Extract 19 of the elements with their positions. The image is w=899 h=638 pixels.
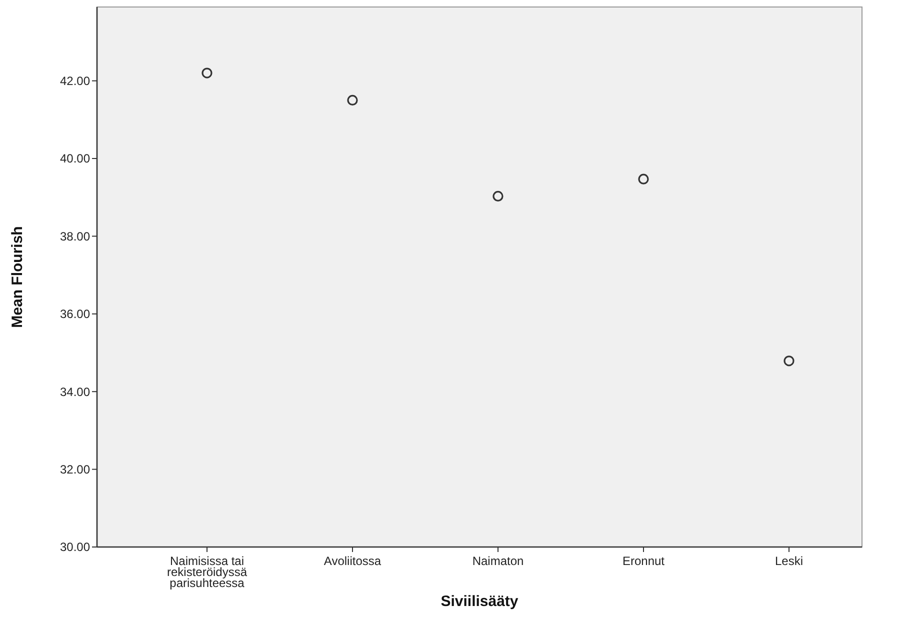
- y-tick-label: 34.00: [60, 384, 90, 399]
- y-tick-label: 40.00: [60, 152, 90, 166]
- point: [638, 174, 649, 184]
- x-tick-label: Avoliitossa: [324, 554, 382, 568]
- x-tick-label: Naimisissa tai rekisteröidyssä parisuhteessa: [166, 554, 248, 590]
- y-axis-title: Mean Flourish: [9, 226, 26, 328]
- point: [347, 94, 358, 106]
- x-tick-label: Eronnut: [622, 554, 666, 568]
- y-tick-label: 42.00: [60, 74, 90, 88]
- y-tick-label: 38.00: [60, 229, 90, 244]
- point: [492, 190, 504, 202]
- point: [202, 68, 212, 78]
- y-tick-label: 32.00: [60, 462, 90, 476]
- x-axis-title: Siviilisääty: [440, 593, 519, 610]
- y-tick-label: 36.00: [60, 307, 90, 322]
- y-tick-label: 30.00: [60, 540, 90, 554]
- point: [784, 356, 794, 366]
- x-tick-label: Leski: [774, 554, 804, 568]
- x-tick-label: Naimaton: [472, 554, 524, 568]
